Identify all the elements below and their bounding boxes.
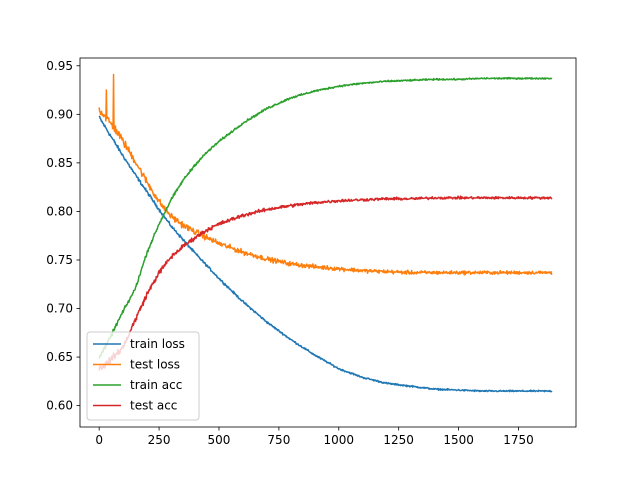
legend-label-test-acc: test acc <box>130 399 177 413</box>
legend-label-test-loss: test loss <box>130 358 180 372</box>
series-line-test-loss <box>98 73 553 276</box>
series-line-train-loss <box>98 115 553 393</box>
series-layer <box>98 73 553 393</box>
y-tick-label: 0.60 <box>46 399 73 413</box>
y-axis: 0.60 0.65 0.70 0.75 0.80 0.85 0.90 0.95 <box>46 59 80 413</box>
legend-label-train-acc: train acc <box>130 378 182 392</box>
legend-box <box>86 331 200 421</box>
x-axis: 0 250 500 750 1000 1250 1500 1750 <box>95 427 534 447</box>
y-tick-label: 0.90 <box>46 107 73 121</box>
x-tick-label: 1000 <box>324 433 355 447</box>
x-tick-label: 0 <box>95 433 103 447</box>
y-tick-label: 0.75 <box>46 253 73 267</box>
x-tick-label: 1750 <box>503 433 534 447</box>
legend: train loss test loss train acc test acc <box>86 331 200 421</box>
y-tick-label: 0.95 <box>46 59 73 73</box>
y-tick-label: 0.80 <box>46 204 73 218</box>
y-tick-label: 0.65 <box>46 350 73 364</box>
x-tick-label: 250 <box>148 433 171 447</box>
y-tick-label: 0.85 <box>46 156 73 170</box>
x-tick-label: 750 <box>267 433 290 447</box>
x-tick-label: 1250 <box>383 433 414 447</box>
y-tick-label: 0.70 <box>46 302 73 316</box>
series-line-test-acc <box>98 195 553 371</box>
x-tick-label: 500 <box>208 433 231 447</box>
legend-label-train-loss: train loss <box>130 337 185 351</box>
x-tick-label: 1500 <box>443 433 474 447</box>
series-line-train-acc <box>98 76 553 359</box>
axes-frame <box>79 57 577 428</box>
